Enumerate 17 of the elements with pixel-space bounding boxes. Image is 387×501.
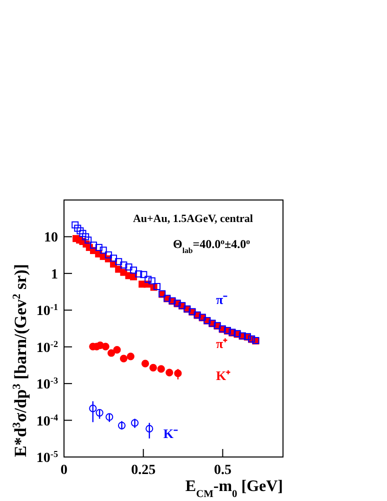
y-tick-label: 10$^{-2}$ bbox=[36, 338, 58, 356]
y-tick-label: 1 bbox=[51, 267, 58, 282]
series-label: π⁺ bbox=[216, 336, 228, 351]
annotation: Au+Au, 1.5AGeV, central bbox=[132, 213, 253, 225]
x-tick-label: 0.5 bbox=[214, 463, 232, 478]
text: K⁺ bbox=[216, 368, 232, 383]
series-label: π⁻ bbox=[216, 292, 228, 307]
y-tick-label: 10 bbox=[44, 230, 58, 246]
x-tick-label: 0 bbox=[60, 463, 68, 478]
annotation: Θ$_{lab}$=40.0$^{o}$±4.0$^{o}$ bbox=[173, 236, 250, 254]
x-axis-title: E$_{CM}$-m$_{0}$ [GeV] bbox=[185, 478, 283, 500]
series-label: K⁻ bbox=[163, 426, 178, 441]
y-tick-label: 10$^{-3}$ bbox=[36, 376, 58, 393]
y-tick-label: 10$^{-4}$ bbox=[36, 412, 58, 430]
x-tick-label: 0.25 bbox=[131, 463, 156, 478]
y-tick-label: 10$^{-5}$ bbox=[36, 449, 58, 466]
y-tick-label: 10$^{-1}$ bbox=[36, 302, 58, 320]
